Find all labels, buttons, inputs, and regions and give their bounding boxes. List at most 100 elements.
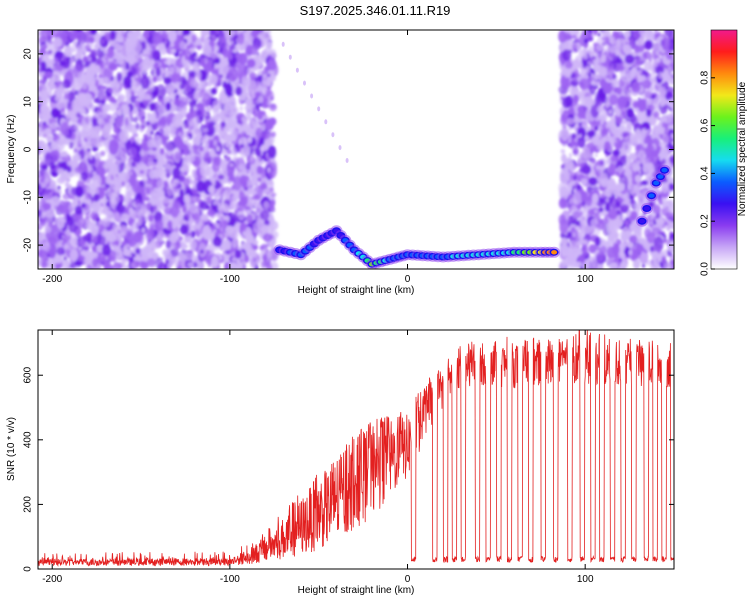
noise-blob (217, 128, 225, 137)
noise-blob (200, 161, 210, 178)
noise-blob (221, 36, 226, 44)
noise-blob (627, 93, 631, 97)
noise-blob (177, 132, 183, 137)
noise-blob (86, 237, 93, 245)
noise-blob (60, 121, 70, 137)
noise-blob (143, 185, 153, 196)
noise-blob (252, 239, 259, 246)
noise-blob (222, 56, 229, 67)
noise-blob (591, 170, 596, 175)
noise-blob (155, 234, 163, 243)
noise-blob (597, 32, 601, 37)
noise-blob (69, 57, 75, 65)
noise-blob (184, 184, 191, 194)
noise-blob (234, 61, 240, 69)
noise-blob (257, 177, 262, 182)
noise-blob (612, 149, 621, 157)
noise-blob (218, 90, 228, 105)
noise-blob (572, 58, 581, 69)
noise-blob (135, 137, 141, 145)
noise-blob (224, 215, 230, 221)
noise-blob (262, 233, 273, 242)
noise-blob (177, 101, 182, 105)
noise-blob (121, 241, 127, 246)
noise-blob (163, 57, 168, 62)
noise-blob (194, 69, 202, 81)
noise-blob (245, 162, 251, 171)
noise-blob (112, 87, 121, 97)
noise-blob (577, 160, 581, 165)
noise-blob (38, 209, 42, 218)
noise-blob (118, 160, 122, 164)
noise-blob (38, 240, 43, 248)
noise-blob (237, 33, 245, 45)
noise-blob (74, 205, 83, 215)
noise-blob (42, 43, 47, 51)
noise-blob (140, 118, 146, 124)
noise-blob (167, 220, 173, 229)
noise-blob (664, 81, 668, 85)
noise-blob (261, 31, 272, 43)
noise-blob (172, 167, 181, 180)
noise-blob (137, 57, 143, 64)
noise-blob (267, 162, 278, 179)
noise-blob (110, 176, 114, 181)
noise-blob (247, 186, 254, 195)
noise-blob (218, 114, 226, 124)
noise-blob (64, 41, 70, 47)
noise-blob (80, 120, 87, 129)
noise-blob (68, 30, 79, 41)
noise-blob (168, 66, 175, 75)
noise-blob (242, 242, 250, 250)
noise-blob (130, 40, 134, 47)
noise-blob (560, 149, 566, 154)
noise-blob (91, 56, 96, 63)
noise-blob (100, 124, 104, 128)
noise-blob (38, 156, 42, 161)
noise-blob (261, 260, 268, 267)
noise-blob (182, 177, 190, 187)
noise-blob (127, 147, 138, 159)
noise-blob (246, 231, 252, 237)
noise-blob (157, 105, 167, 116)
noise-blob (100, 203, 104, 207)
noise-blob (184, 65, 189, 68)
noise-blob (151, 119, 156, 124)
noise-blob (625, 123, 633, 131)
noise-blob (79, 140, 84, 145)
noise-blob (199, 146, 204, 152)
noise-blob (132, 183, 138, 192)
noise-blob (133, 256, 140, 262)
noise-blob (144, 196, 150, 202)
noise-blob (128, 202, 132, 206)
noise-blob (139, 53, 144, 57)
noise-blob (145, 120, 150, 126)
noise-blob (61, 235, 65, 239)
noise-blob (163, 180, 169, 187)
noise-blob (661, 256, 667, 264)
noise-blob (188, 118, 198, 127)
noise-blob (652, 43, 661, 51)
noise-blob (247, 80, 258, 94)
noise-blob (86, 139, 93, 147)
noise-blob (129, 170, 133, 176)
noise-blob (167, 86, 176, 94)
noise-blob (258, 95, 264, 104)
noise-blob (270, 49, 277, 59)
noise-blob (100, 99, 106, 105)
noise-blob (227, 250, 231, 256)
noise-blob (263, 201, 270, 209)
noise-blob (174, 263, 179, 267)
noise-blob (211, 36, 216, 41)
noise-blob (568, 152, 573, 158)
noise-blob (170, 243, 177, 249)
noise-blob (158, 62, 162, 67)
noise-blob (232, 213, 237, 219)
noise-blob (103, 95, 108, 101)
noise-blob (183, 139, 189, 144)
noise-blob (48, 81, 55, 90)
noise-blob (249, 117, 254, 124)
noise-blob (120, 60, 127, 68)
noise-blob (559, 261, 566, 269)
noise-blob (190, 47, 194, 54)
